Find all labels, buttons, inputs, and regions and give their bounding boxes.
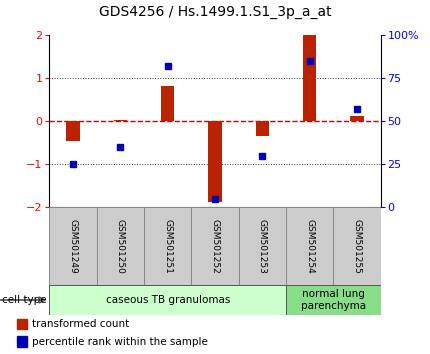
Bar [17, 336, 27, 347]
Bar [67, 121, 80, 141]
Bar [256, 121, 269, 136]
Bar [303, 35, 316, 121]
Bar [97, 207, 144, 285]
Bar [286, 207, 333, 285]
Bar [49, 207, 97, 285]
Bar [239, 207, 286, 285]
Text: GSM501252: GSM501252 [211, 219, 219, 273]
Bar [350, 116, 363, 121]
Bar [17, 319, 27, 329]
Bar [49, 285, 286, 315]
Bar [191, 207, 239, 285]
Bar [144, 207, 191, 285]
Text: GSM501254: GSM501254 [305, 219, 314, 273]
Text: GSM501249: GSM501249 [69, 219, 77, 273]
Text: cell type: cell type [2, 295, 47, 305]
Text: GDS4256 / Hs.1499.1.S1_3p_a_at: GDS4256 / Hs.1499.1.S1_3p_a_at [99, 5, 331, 19]
Text: GSM501251: GSM501251 [163, 218, 172, 274]
Text: percentile rank within the sample: percentile rank within the sample [32, 337, 208, 347]
Bar [209, 121, 221, 202]
Text: GSM501250: GSM501250 [116, 218, 125, 274]
Text: transformed count: transformed count [32, 319, 129, 329]
Text: GSM501253: GSM501253 [258, 218, 267, 274]
Text: normal lung
parenchyma: normal lung parenchyma [301, 289, 366, 311]
Bar [161, 86, 174, 121]
Bar [333, 207, 381, 285]
Bar [286, 285, 381, 315]
Bar [114, 120, 127, 121]
Text: caseous TB granulomas: caseous TB granulomas [105, 295, 230, 305]
Text: GSM501255: GSM501255 [353, 218, 361, 274]
